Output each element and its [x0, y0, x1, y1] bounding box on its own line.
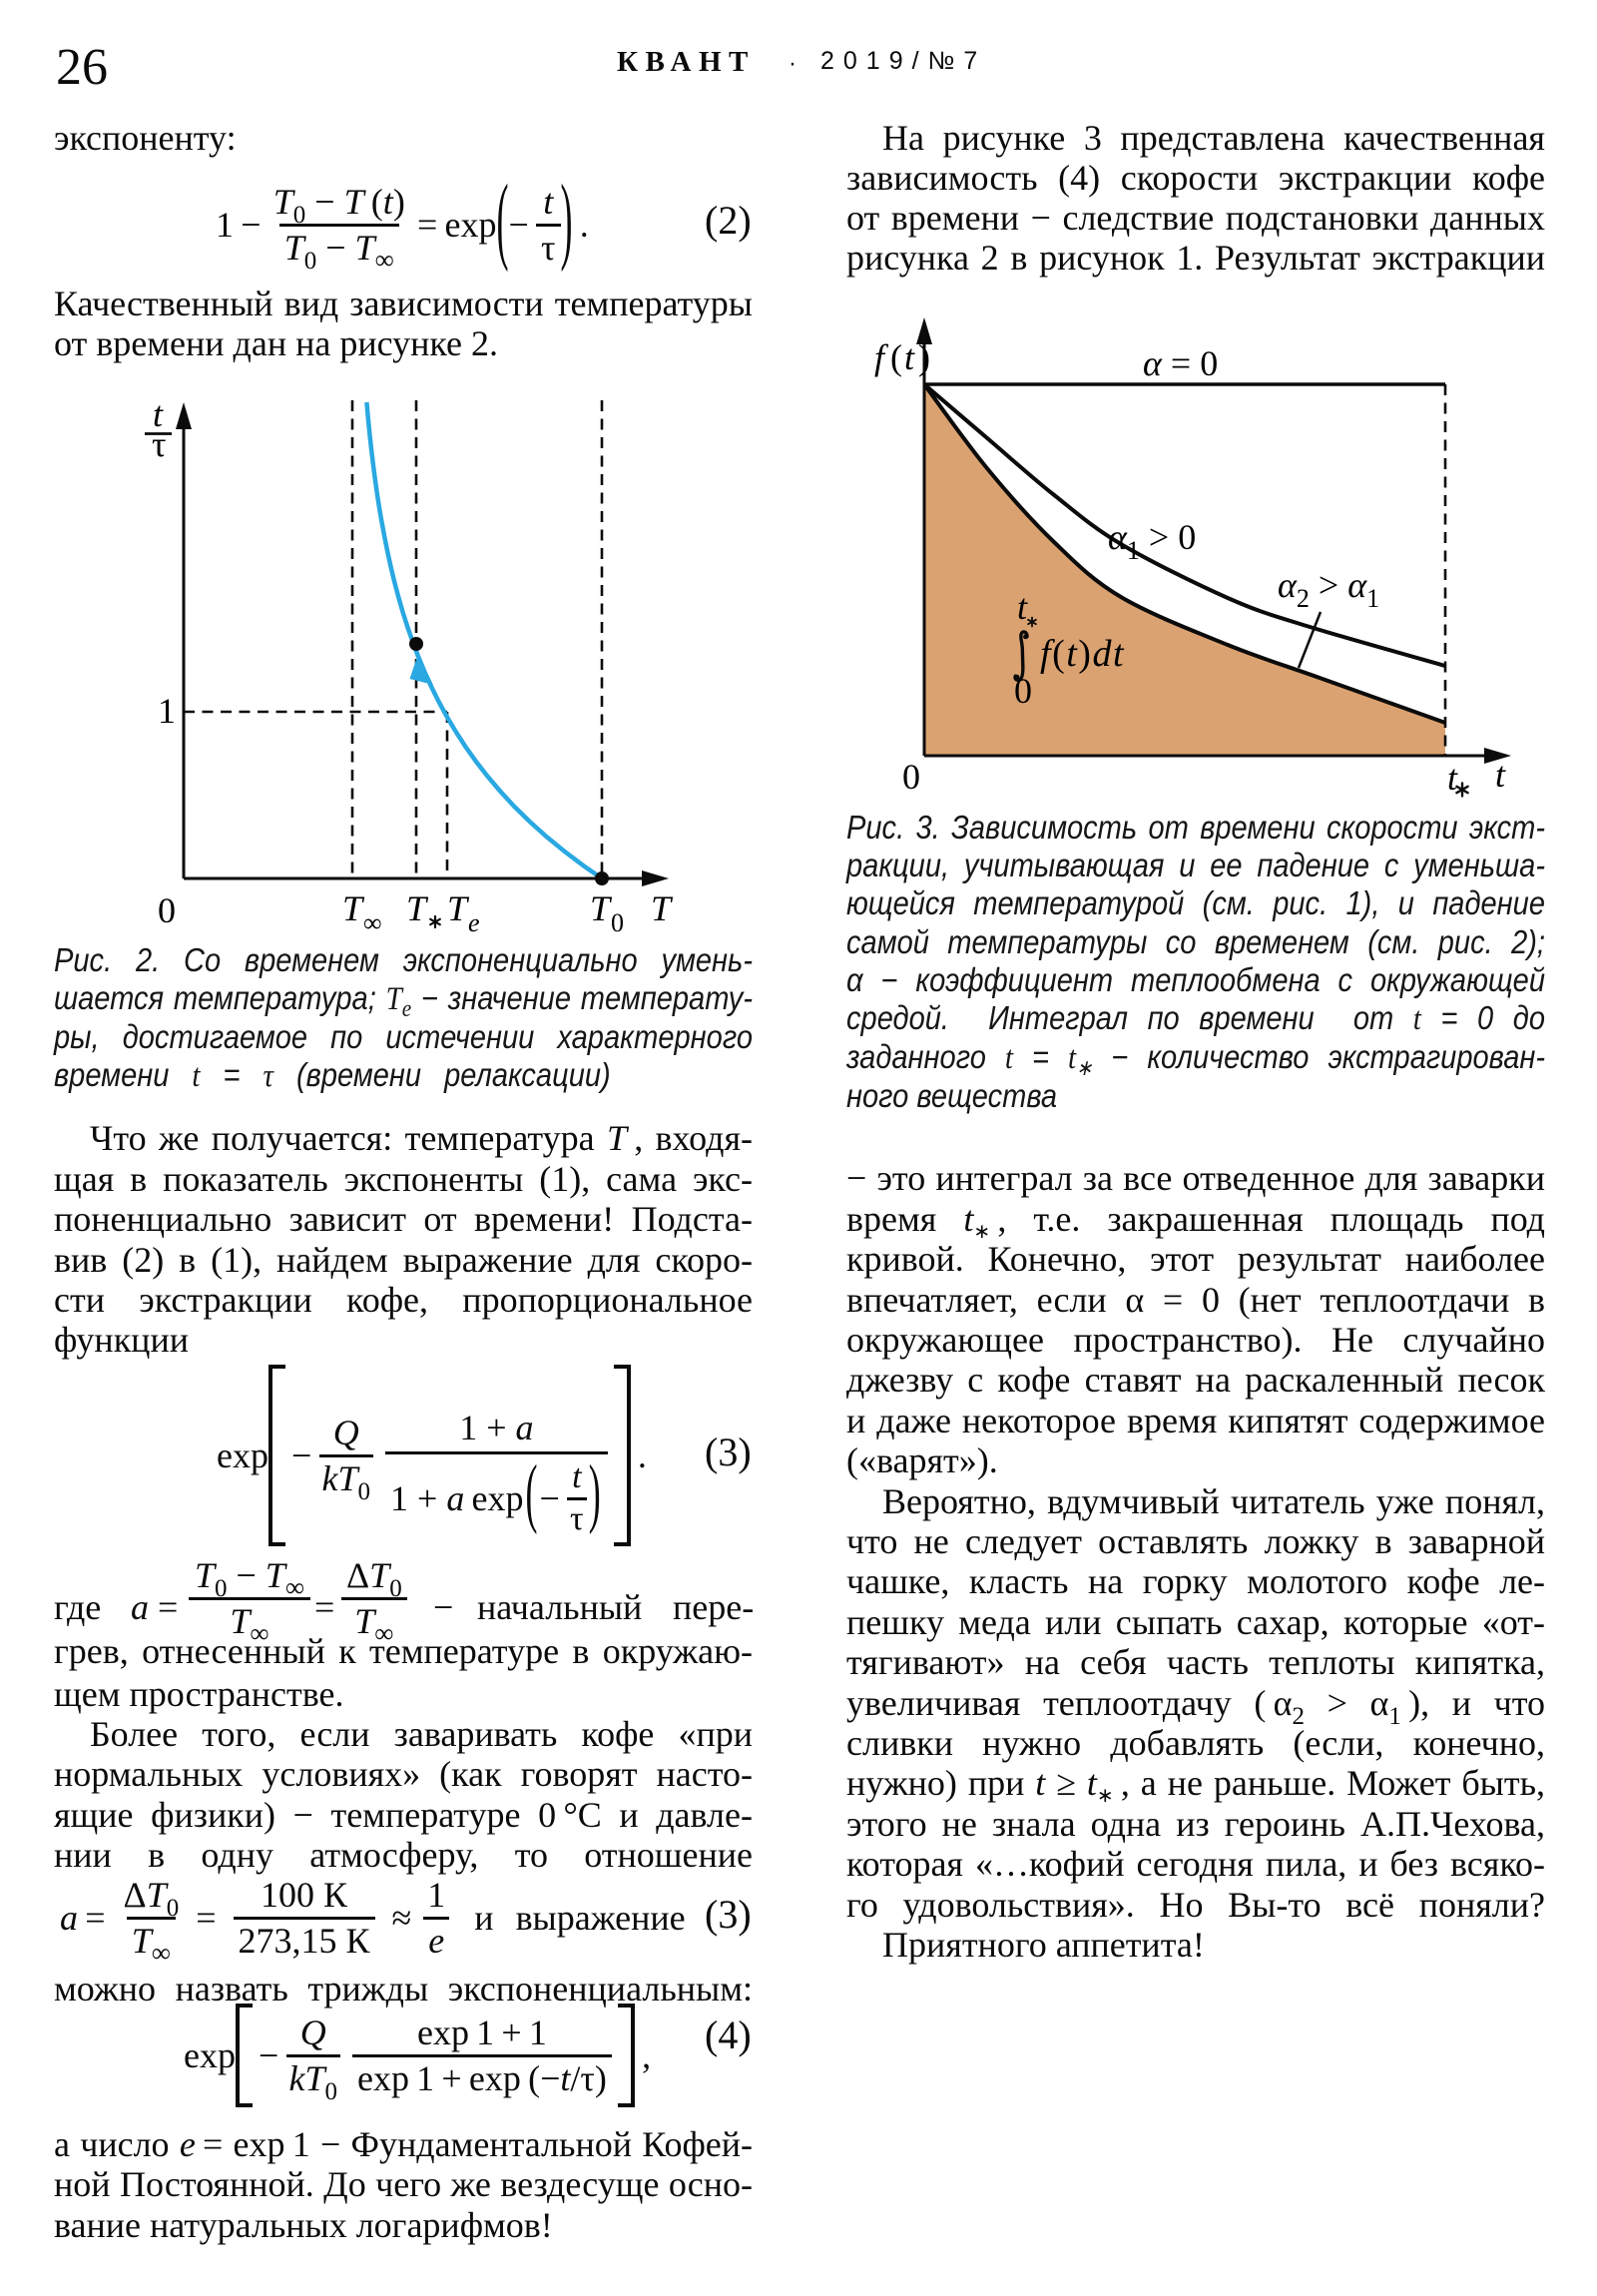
svg-text:0: 0	[158, 890, 176, 930]
svg-text:0: 0	[902, 757, 920, 797]
svg-text:1: 1	[158, 691, 176, 731]
svg-text:α = 0: α = 0	[1143, 343, 1218, 383]
svg-text:t: t	[904, 337, 915, 377]
svg-text:t: t	[1495, 755, 1506, 795]
svg-text:t: t	[153, 394, 164, 434]
svg-text:T: T	[447, 888, 470, 928]
svg-text:T: T	[342, 888, 365, 928]
svg-text:0: 0	[1014, 671, 1032, 711]
svg-text:t: t	[1447, 758, 1458, 798]
svg-text:T: T	[406, 888, 429, 928]
svg-text:t: t	[1017, 587, 1028, 627]
svg-text:α1 > 0: α1 > 0	[1108, 517, 1196, 565]
svg-text:e: e	[468, 908, 480, 937]
svg-text:α2 > α1: α2 > α1	[1278, 565, 1379, 613]
svg-text:0: 0	[611, 908, 624, 937]
svg-text:T: T	[651, 888, 674, 928]
svg-text:f: f	[874, 337, 889, 377]
svg-text:f(t)dt: f(t)dt	[1040, 633, 1125, 675]
svg-text:(: (	[890, 337, 902, 377]
svg-text:): )	[918, 337, 930, 377]
svg-text:∞: ∞	[363, 908, 382, 937]
svg-text:T: T	[590, 888, 613, 928]
svg-text:τ: τ	[152, 424, 166, 464]
